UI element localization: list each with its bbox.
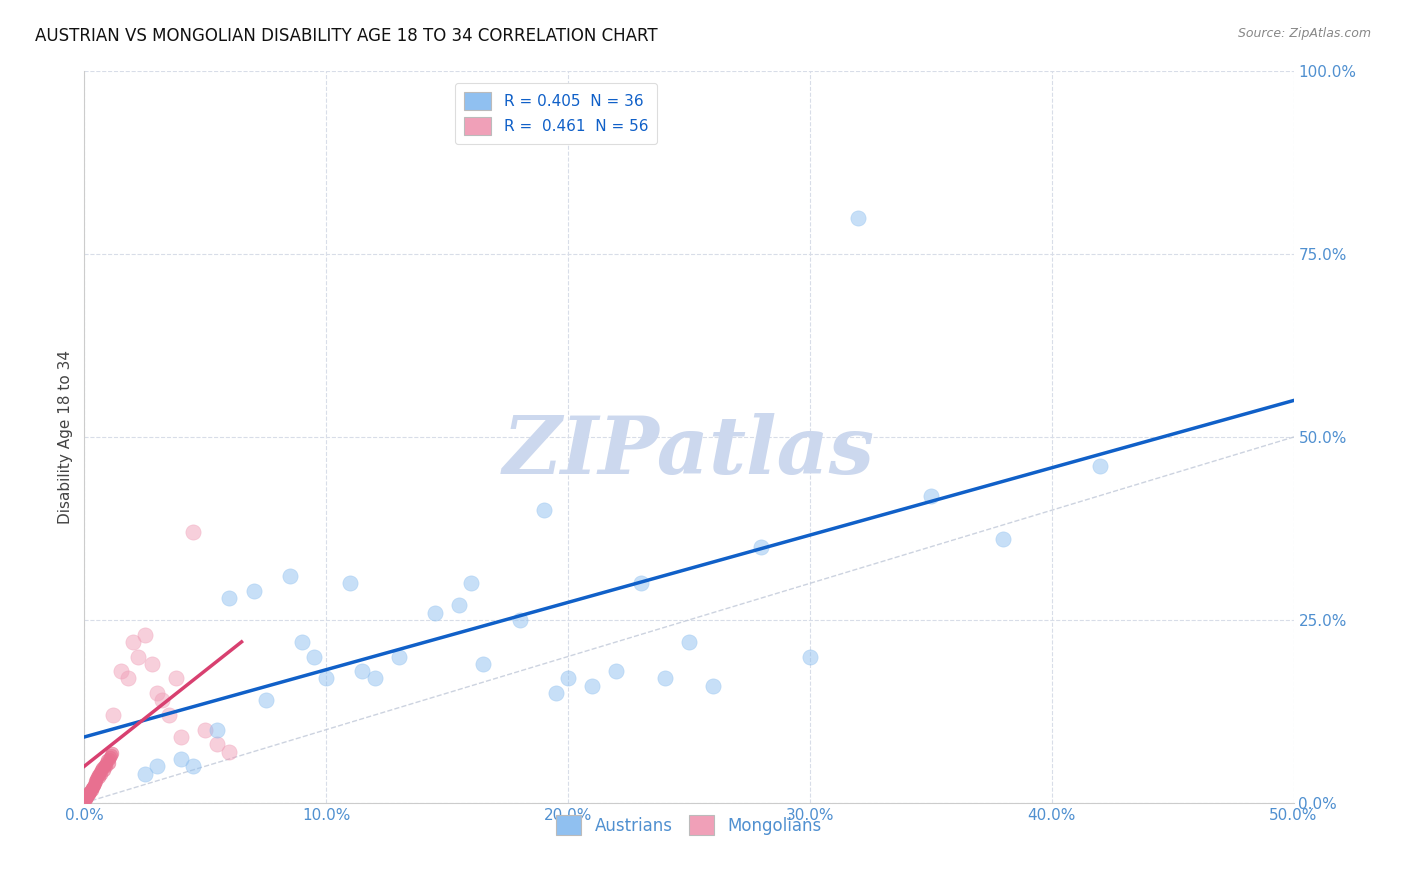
- Point: [90, 763, 112, 777]
- Point: [82, 781, 104, 796]
- Point: [86, 772, 108, 787]
- Point: [207, 737, 229, 751]
- Point: [86, 768, 108, 782]
- Point: [76, 789, 98, 804]
- Point: [157, 708, 180, 723]
- Point: [91, 761, 114, 775]
- Point: [86, 773, 108, 788]
- Point: [423, 606, 446, 620]
- Point: [544, 686, 567, 700]
- Point: [993, 533, 1015, 547]
- Point: [89, 765, 111, 780]
- Point: [80, 781, 103, 796]
- Point: [79, 784, 101, 798]
- Point: [80, 782, 103, 797]
- Point: [181, 525, 204, 540]
- Point: [94, 757, 117, 772]
- Point: [86, 770, 108, 784]
- Point: [77, 787, 100, 801]
- Point: [278, 569, 301, 583]
- Legend: Austrians, Mongolians: Austrians, Mongolians: [550, 808, 828, 842]
- Point: [302, 649, 325, 664]
- Point: [460, 576, 482, 591]
- Point: [557, 672, 579, 686]
- Point: [76, 789, 98, 803]
- Point: [165, 672, 187, 686]
- Point: [117, 672, 139, 686]
- Point: [93, 763, 115, 777]
- Point: [170, 752, 193, 766]
- Point: [94, 756, 117, 770]
- Point: [98, 750, 121, 764]
- Point: [83, 778, 105, 792]
- Point: [93, 759, 115, 773]
- Point: [449, 599, 471, 613]
- Point: [630, 576, 652, 591]
- Point: [920, 489, 942, 503]
- Point: [100, 748, 122, 763]
- Point: [751, 540, 773, 554]
- Point: [352, 664, 374, 678]
- Point: [242, 583, 264, 598]
- Point: [83, 778, 105, 792]
- Point: [150, 693, 173, 707]
- Point: [77, 789, 100, 803]
- Point: [90, 766, 112, 780]
- Point: [533, 503, 555, 517]
- Point: [509, 613, 531, 627]
- Point: [605, 664, 627, 678]
- Point: [134, 766, 156, 780]
- Point: [96, 753, 118, 767]
- Point: [799, 649, 821, 664]
- Point: [77, 785, 100, 799]
- Point: [146, 759, 169, 773]
- Point: [1088, 459, 1111, 474]
- Point: [101, 746, 124, 760]
- Point: [678, 635, 700, 649]
- Point: [339, 576, 361, 591]
- Point: [181, 759, 204, 773]
- Point: [94, 759, 117, 773]
- Point: [87, 770, 110, 784]
- Point: [472, 657, 495, 671]
- Text: ZIPatlas: ZIPatlas: [503, 413, 875, 491]
- Point: [194, 723, 217, 737]
- Text: Source: ZipAtlas.com: Source: ZipAtlas.com: [1237, 27, 1371, 40]
- Point: [218, 591, 240, 605]
- Point: [146, 686, 169, 700]
- Point: [654, 672, 676, 686]
- Point: [134, 627, 156, 641]
- Point: [218, 745, 240, 759]
- Text: AUSTRIAN VS MONGOLIAN DISABILITY AGE 18 TO 34 CORRELATION CHART: AUSTRIAN VS MONGOLIAN DISABILITY AGE 18 …: [35, 27, 658, 45]
- Point: [97, 752, 120, 766]
- Y-axis label: Disability Age 18 to 34: Disability Age 18 to 34: [58, 350, 73, 524]
- Point: [75, 790, 97, 805]
- Point: [75, 792, 97, 806]
- Point: [82, 780, 104, 794]
- Point: [170, 730, 193, 744]
- Point: [87, 766, 110, 780]
- Point: [103, 708, 125, 723]
- Point: [121, 635, 143, 649]
- Point: [291, 635, 314, 649]
- Point: [141, 657, 163, 671]
- Point: [127, 649, 149, 664]
- Point: [76, 789, 98, 804]
- Point: [207, 723, 229, 737]
- Point: [846, 211, 869, 225]
- Point: [363, 672, 385, 686]
- Point: [84, 773, 107, 788]
- Point: [315, 672, 337, 686]
- Point: [110, 664, 132, 678]
- Point: [83, 776, 105, 790]
- Point: [702, 679, 724, 693]
- Point: [97, 756, 120, 770]
- Point: [581, 679, 603, 693]
- Point: [254, 693, 277, 707]
- Point: [388, 649, 411, 664]
- Point: [77, 786, 100, 800]
- Point: [79, 785, 101, 799]
